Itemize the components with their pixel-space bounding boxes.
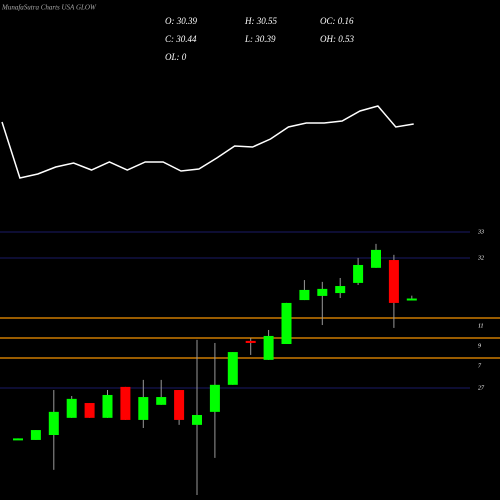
ohlc-label: OH: 0.53 [320,34,354,44]
chart-title: MunafaSutra Charts USA GLOW [1,4,97,12]
candle-body [84,403,95,418]
candle-body [388,260,399,303]
level-label: 7 [478,363,482,369]
candle-body [335,286,346,294]
candle-body [263,335,274,360]
candle-body [227,352,238,385]
ohlc-label: H: 30.55 [244,16,277,26]
candle-body [120,386,131,420]
candle-body [406,298,417,301]
candle-body [192,414,202,425]
ohlc-label: L: 30.39 [244,34,276,44]
y-tick-label: 27 [478,385,485,391]
candle-body [281,302,292,345]
candle-body [13,438,23,441]
ohlc-label: OC: 0.16 [320,16,354,26]
indicator-line [1,105,414,179]
candle-body [66,398,77,418]
ohlc-label: OL: 0 [165,52,187,62]
candle-body [48,411,59,436]
candle-body [156,397,167,405]
candle-body [317,288,328,296]
candle-body [209,384,220,412]
candle-body [138,397,149,420]
candle-body [174,390,185,420]
y-tick-label: 32 [477,255,484,261]
ohlc-label: C: 30.44 [165,34,197,44]
level-label: 9 [478,343,481,349]
candle-body [299,289,310,301]
candle-body [371,249,381,268]
level-label: 11 [478,323,484,329]
y-tick-label: 33 [477,229,484,235]
candle-body [30,430,41,440]
candle-body [353,264,364,283]
candle-body [102,394,113,418]
candle-body [245,340,256,343]
ohlc-label: O: 30.39 [165,16,197,26]
